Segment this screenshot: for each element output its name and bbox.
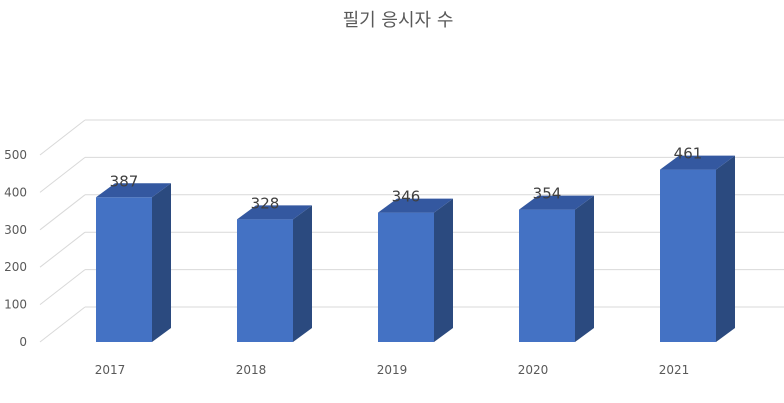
x-tick-label: 2020 [518, 363, 549, 377]
bar [96, 183, 171, 342]
bar-side [293, 205, 312, 342]
bar-top [660, 155, 735, 170]
chart-title: 필기 응시자 수 [343, 10, 454, 31]
bar-top [519, 195, 594, 210]
bar-side [716, 155, 735, 342]
bar-side [434, 198, 453, 342]
data-label: 387 [110, 172, 139, 190]
bar-front [660, 169, 716, 342]
data-label: 461 [674, 145, 703, 163]
bar-side [152, 183, 171, 342]
x-tick-label: 2021 [659, 363, 690, 377]
bar [519, 195, 594, 342]
bar-front [96, 197, 152, 342]
y-tick-label: 500 [4, 148, 27, 162]
x-tick-label: 2017 [95, 363, 126, 377]
gridline-diagonal [39, 157, 86, 193]
gridline-diagonal [39, 269, 86, 305]
bar-top [237, 205, 312, 220]
data-label: 354 [533, 185, 562, 203]
x-axis-ticks: 2017 2018 2019 2020 2021 [95, 363, 690, 377]
y-tick-label: 100 [4, 298, 27, 312]
gridline-diagonal [39, 194, 86, 231]
bar-top [378, 198, 453, 213]
data-labels: 387 328 346 354 461 [110, 145, 703, 213]
bar-front [237, 219, 293, 342]
x-tick-label: 2019 [377, 363, 408, 377]
y-tick-label: 200 [4, 260, 27, 274]
bar [237, 205, 312, 342]
bar-side [575, 195, 594, 342]
y-axis-ticks: 0 100 200 300 400 500 [4, 148, 27, 349]
bars [96, 155, 735, 342]
y-tick-label: 400 [4, 185, 27, 199]
bar-front [378, 212, 434, 342]
y-tick-label: 0 [19, 335, 27, 349]
bar [378, 198, 453, 342]
bar-front [519, 209, 575, 342]
bar [660, 155, 735, 342]
gridline-diagonal [39, 231, 86, 268]
gridline-diagonal [39, 306, 86, 343]
gridline-diagonal [39, 119, 86, 156]
data-label: 328 [251, 194, 280, 212]
bar-top [96, 183, 171, 198]
y-tick-label: 300 [4, 223, 27, 237]
data-label: 346 [392, 188, 421, 206]
x-tick-label: 2018 [236, 363, 267, 377]
